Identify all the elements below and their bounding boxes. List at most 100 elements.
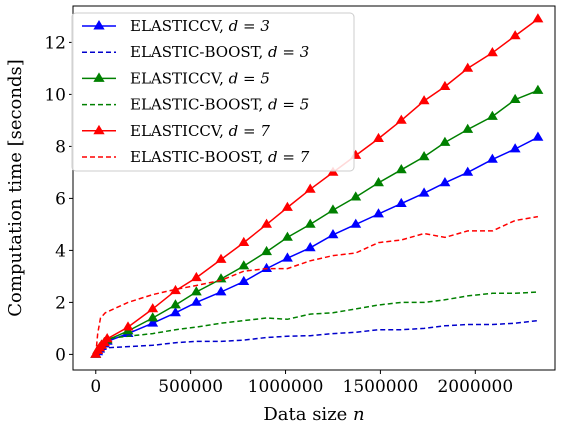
legend-item: ELASTICCV, d = 3 — [82, 17, 270, 35]
series-3 — [95, 291, 538, 355]
data-point — [281, 201, 293, 211]
data-point — [190, 271, 202, 282]
y-tick-label: 2 — [55, 293, 66, 313]
data-point — [462, 62, 474, 72]
data-point — [418, 95, 430, 105]
legend-label: ELASTICCV, d = 7 — [130, 122, 270, 140]
data-point — [281, 252, 293, 262]
data-point — [215, 273, 227, 283]
data-point — [532, 13, 544, 23]
y-tick-label: 0 — [55, 345, 66, 365]
data-point — [304, 242, 316, 252]
data-point — [486, 110, 498, 120]
x-tick-label: 1000000 — [248, 377, 324, 397]
data-point — [327, 204, 339, 214]
data-point — [373, 132, 384, 143]
data-point — [101, 333, 113, 343]
legend-item: ELASTIC-BOOST, d = 5 — [82, 96, 309, 114]
data-point — [439, 80, 451, 90]
legend-label-name: ELASTICCV, — [130, 69, 229, 87]
series-line — [95, 215, 539, 355]
data-point — [486, 47, 498, 57]
data-point — [350, 191, 362, 201]
data-point — [462, 123, 474, 133]
y-tick-label: 8 — [55, 137, 66, 157]
data-point — [147, 312, 159, 322]
data-point — [238, 236, 250, 247]
data-point — [532, 131, 544, 141]
data-point — [373, 177, 384, 187]
y-tick-label: 6 — [55, 189, 66, 209]
data-point — [327, 229, 339, 239]
legend-label: ELASTIC-BOOST, d = 3 — [130, 43, 309, 61]
ticks-layer: 0 500000 1000000 1500000 2000000 0 2 4 6 8 10 12 — [44, 33, 513, 397]
data-point — [418, 151, 430, 161]
legend-label: ELASTICCV, d = 3 — [130, 17, 270, 35]
data-point — [509, 30, 521, 40]
x-axis-title-text: Data size — [263, 404, 353, 425]
data-point — [190, 296, 202, 306]
legend-label-name: ELASTIC-BOOST, — [130, 96, 268, 114]
data-point — [350, 218, 362, 228]
data-point — [395, 114, 407, 124]
series-line — [95, 319, 538, 355]
x-tick-label: 0 — [90, 377, 101, 397]
legend-swatch-marker — [93, 72, 105, 82]
legend-item: ELASTIC-BOOST, d = 3 — [82, 43, 309, 61]
legend-label: ELASTICCV, d = 5 — [130, 69, 270, 87]
data-point — [215, 286, 227, 296]
series-5 — [95, 215, 539, 355]
y-tick-label: 4 — [55, 241, 66, 261]
legend-label-name: ELASTICCV, — [130, 122, 229, 140]
legend-swatch-marker — [93, 20, 105, 30]
data-point — [122, 321, 134, 331]
legend-label-d: d = 5 — [229, 69, 270, 87]
legend-label: ELASTIC-BOOST, d = 5 — [130, 96, 309, 114]
legend-item: ELASTIC-BOOST, d = 7 — [82, 148, 310, 166]
data-point — [190, 286, 202, 296]
data-point — [373, 208, 384, 218]
data-point — [395, 197, 407, 208]
legend-label-d: d = 3 — [229, 17, 270, 35]
data-point — [281, 231, 293, 241]
data-point — [509, 93, 521, 103]
data-point — [304, 183, 316, 193]
x-axis-title: Data size n — [263, 404, 364, 425]
legend-label-d: d = 7 — [229, 122, 271, 140]
x-tick-label: 500000 — [158, 377, 223, 397]
data-point — [395, 164, 407, 174]
x-axis-title-var: n — [353, 404, 365, 425]
data-point — [261, 218, 273, 228]
x-tick-label: 2000000 — [437, 377, 513, 397]
series-line — [95, 291, 538, 355]
data-point — [509, 143, 521, 153]
legend-label-d: d = 5 — [268, 96, 309, 114]
plot-frame — [72, 5, 556, 371]
data-point — [462, 166, 474, 176]
data-point — [261, 245, 273, 256]
data-point — [238, 275, 250, 286]
data-point — [532, 84, 544, 94]
data-point — [439, 177, 451, 187]
legend-box — [71, 12, 355, 172]
legend-label-d: d = 3 — [268, 43, 309, 61]
data-point — [170, 299, 181, 309]
data-point — [238, 260, 250, 270]
data-point — [215, 253, 227, 263]
series-1 — [95, 319, 538, 355]
data-point — [147, 317, 159, 327]
data-point — [304, 218, 316, 228]
legend-swatch-marker — [93, 124, 105, 135]
legend-label-d: d = 7 — [268, 148, 310, 166]
data-point — [170, 307, 181, 317]
legend-item: ELASTICCV, d = 7 — [82, 122, 270, 140]
legend-label-name: ELASTICCV, — [130, 17, 229, 35]
data-point — [418, 187, 430, 197]
legend-label: ELASTIC-BOOST, d = 7 — [130, 148, 310, 166]
legend-item: ELASTICCV, d = 5 — [82, 69, 270, 87]
y-tick-label: 12 — [44, 33, 66, 53]
y-tick-label: 10 — [44, 85, 66, 105]
data-point — [439, 136, 451, 146]
